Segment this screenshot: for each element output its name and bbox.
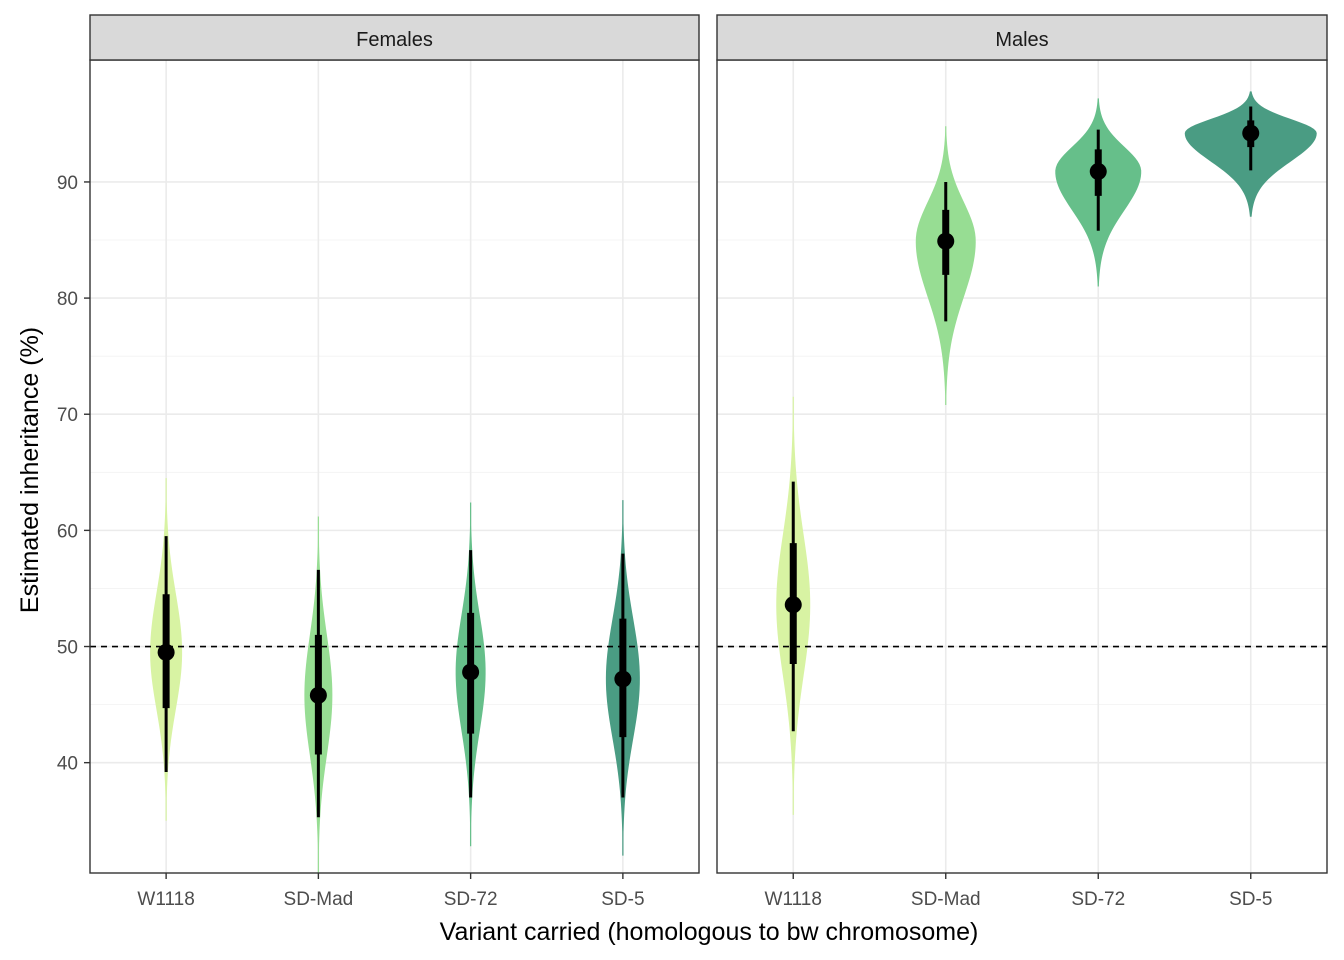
- median-point: [937, 232, 955, 250]
- y-tick-label: 70: [57, 405, 78, 426]
- x-tick-label: SD-5: [1229, 889, 1272, 910]
- x-tick-label: SD-Mad: [284, 889, 354, 910]
- panel-males: Males W1118 SD-Mad SD-72 SD-5: [716, 14, 1328, 910]
- median-point: [462, 663, 480, 681]
- y-axis-title: Estimated inheritance (%): [16, 327, 44, 613]
- panel-background: [90, 60, 699, 873]
- strip-label: Males: [995, 29, 1048, 51]
- x-tick-label: SD-5: [601, 889, 644, 910]
- x-tick-label: W1118: [765, 889, 822, 910]
- y-tick-label: 80: [57, 289, 78, 310]
- median-point: [784, 596, 802, 614]
- x-axis-title: Variant carried (homologous to bw chromo…: [440, 918, 979, 946]
- median-point: [309, 686, 327, 704]
- median-point: [1242, 124, 1260, 142]
- x-tick-label: SD-72: [444, 889, 498, 910]
- median-point: [157, 643, 175, 661]
- x-tick-label: SD-72: [1071, 889, 1125, 910]
- x-tick-label: W1118: [137, 889, 194, 910]
- panel-females: Females W1118 SD-Mad SD-72 SD-5 40 50 60 70 80 90: [57, 14, 700, 910]
- y-tick-label: 60: [57, 521, 78, 542]
- strip-label: Females: [356, 29, 433, 51]
- y-tick-label: 90: [57, 173, 78, 194]
- y-tick-label: 40: [57, 754, 78, 775]
- median-point: [1089, 162, 1107, 180]
- strip-header: [716, 14, 1328, 61]
- median-point: [614, 670, 632, 688]
- y-tick-label: 50: [57, 638, 78, 659]
- x-tick-label: SD-Mad: [911, 889, 981, 910]
- panel-background: [717, 60, 1327, 873]
- strip-header: [89, 14, 700, 61]
